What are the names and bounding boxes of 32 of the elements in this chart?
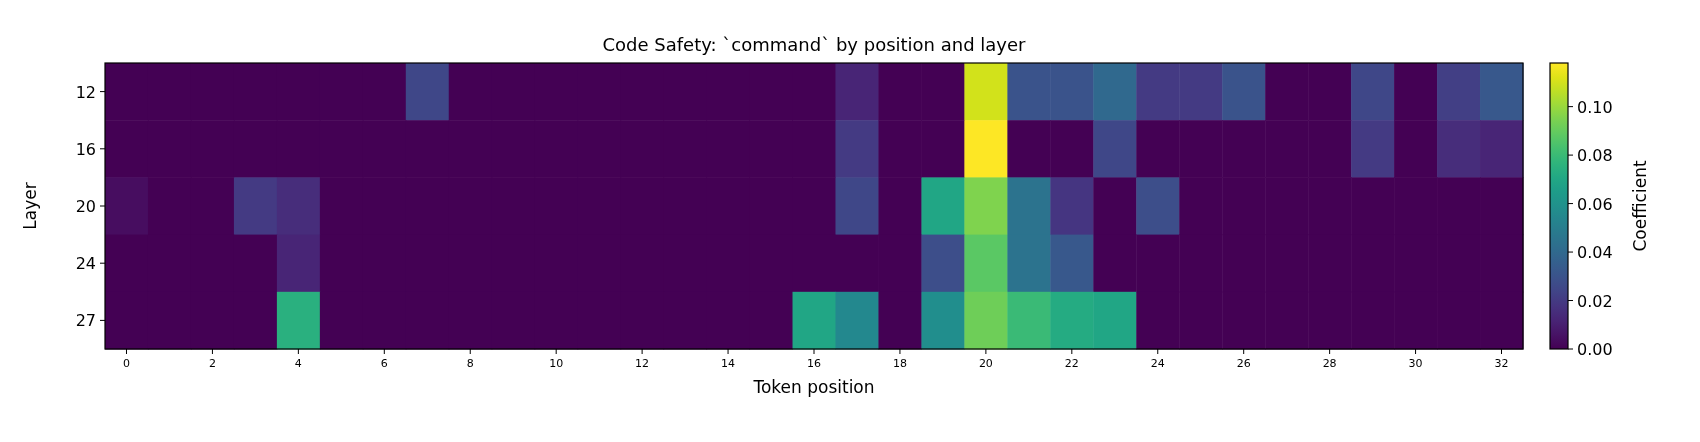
y-axis-title: Layer — [20, 182, 40, 230]
x-tick-label: 6 — [380, 357, 388, 370]
color-bar-label: 0.00 — [1577, 340, 1613, 359]
x-tick-label: 22 — [1064, 357, 1079, 370]
x-tick-label: 18 — [892, 357, 907, 370]
x-tick-label: 0 — [122, 357, 130, 370]
y-tick-label: 12 — [75, 82, 96, 102]
y-tick-label: 24 — [75, 254, 96, 274]
color-bar-label: 0.10 — [1577, 97, 1613, 117]
x-tick-label: 26 — [1236, 357, 1251, 370]
x-tick-label: 28 — [1322, 357, 1337, 370]
color-bar-label: 0.08 — [1577, 146, 1613, 166]
x-tick-label: 10 — [549, 357, 564, 370]
x-tick-label: 2 — [208, 357, 216, 370]
x-tick-label: 30 — [1408, 357, 1423, 370]
x-tick-label: 32 — [1494, 357, 1509, 370]
x-tick-label: 8 — [466, 357, 474, 370]
x-tick-label: 24 — [1150, 357, 1165, 370]
y-tick-label: 20 — [75, 197, 96, 216]
y-tick-label: 27 — [75, 311, 96, 331]
color-bar-label: 0.02 — [1577, 291, 1613, 311]
x-tick-label: 4 — [294, 357, 302, 370]
color-bar-label: 0.06 — [1577, 194, 1613, 214]
color-bar-label: 0.04 — [1577, 243, 1613, 263]
x-tick-label: 20 — [978, 357, 993, 370]
x-tick-label: 16 — [807, 357, 821, 370]
x-tick-label: 14 — [721, 357, 736, 370]
x-tick-label: 12 — [635, 357, 650, 370]
chart-title: Code Safety: `command` by position and layer — [602, 34, 1027, 55]
y-tick-label: 16 — [75, 139, 96, 159]
color-bar-title: Coefficient — [1630, 160, 1650, 252]
x-axis-title: Token position — [752, 377, 875, 397]
